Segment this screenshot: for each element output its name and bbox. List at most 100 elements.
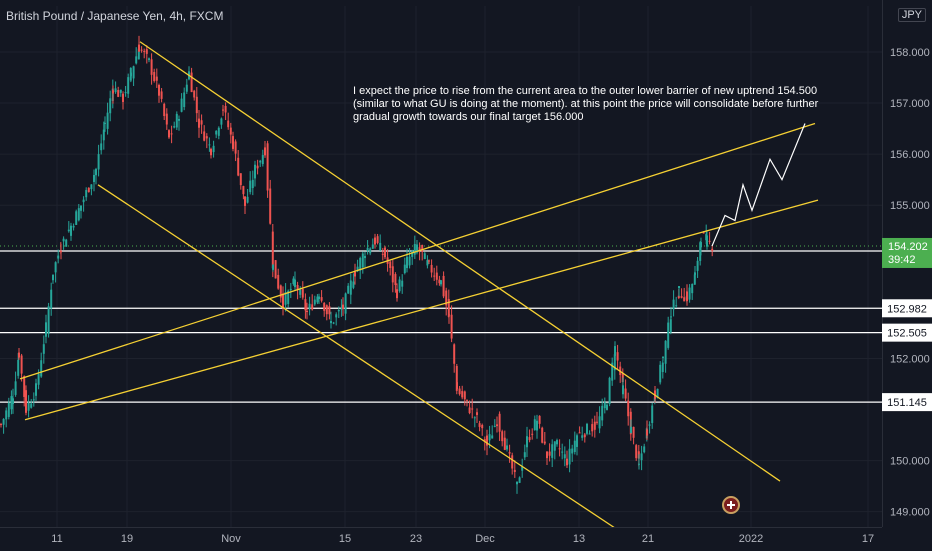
candle-body	[287, 290, 290, 305]
candle-body	[398, 279, 401, 292]
candle-body	[195, 96, 198, 114]
candle-body	[453, 344, 456, 364]
candle-body	[40, 360, 43, 377]
candle-body	[344, 293, 347, 314]
candle-body	[62, 238, 65, 242]
candle-body	[603, 402, 606, 409]
candle-body	[411, 250, 414, 257]
candle-body	[508, 452, 511, 454]
candle-body	[100, 143, 103, 151]
candle-body	[583, 434, 586, 438]
candle-body	[210, 148, 212, 156]
candle-body	[254, 164, 256, 179]
candle-body	[45, 322, 47, 337]
horizontal-levels	[0, 245, 882, 403]
candle-body	[613, 354, 616, 371]
candle-body	[70, 225, 72, 236]
upper-channel-bottom-line	[24, 199, 819, 421]
candle-body	[418, 247, 421, 251]
candle-body	[553, 441, 556, 451]
upper-channel-top-line	[19, 122, 816, 380]
candle-body	[42, 344, 45, 354]
candle-body	[163, 103, 166, 117]
candle-body	[430, 264, 433, 273]
candle-body	[313, 299, 316, 305]
candle-body	[311, 304, 314, 310]
candle-body	[80, 205, 82, 211]
candle-body	[20, 355, 23, 374]
candle-body	[503, 437, 506, 450]
time-axis[interactable]	[0, 527, 882, 551]
candle-body	[556, 440, 558, 445]
candle-body	[501, 431, 504, 442]
candle-body	[426, 260, 429, 266]
candle-body	[249, 180, 252, 193]
candle-body	[203, 131, 206, 141]
candle-body	[543, 441, 546, 444]
candle-body	[391, 266, 394, 283]
candle-body	[190, 72, 193, 93]
candle-body	[672, 299, 675, 310]
candle-body	[461, 391, 464, 398]
candle-body	[379, 242, 382, 251]
candle-body	[104, 122, 106, 124]
candle-body	[205, 136, 208, 139]
candle-body	[568, 448, 571, 465]
candle-body	[531, 433, 534, 435]
candle-body	[630, 426, 632, 434]
candle-body	[640, 453, 643, 461]
candle-body	[518, 477, 521, 483]
candle-body	[678, 286, 680, 289]
candle-body	[173, 126, 176, 128]
chart-title: British Pound / Japanese Yen, 4h, FXCM	[6, 9, 224, 23]
candle-body	[30, 403, 33, 408]
candle-body	[325, 305, 328, 315]
candle-body	[478, 423, 481, 427]
candle-body	[220, 118, 223, 125]
candle-body	[541, 427, 544, 443]
candle-body	[438, 279, 441, 284]
candle-body	[90, 184, 93, 190]
candle-body	[284, 292, 287, 305]
projection-path	[711, 123, 806, 247]
candle-body	[456, 382, 458, 389]
candle-body	[193, 90, 196, 98]
candle-body	[706, 235, 708, 247]
candle-body	[237, 157, 240, 176]
candle-body	[127, 77, 130, 94]
candle-body	[112, 90, 114, 94]
candle-body	[428, 260, 430, 262]
candle-body	[222, 109, 224, 111]
candle-body	[394, 274, 397, 286]
candle-body	[342, 304, 344, 309]
candle-body	[54, 262, 57, 273]
candle-body	[586, 423, 588, 434]
candle-body	[403, 264, 406, 274]
candle-body	[155, 76, 158, 81]
candle-body	[523, 452, 526, 458]
price-axis[interactable]	[882, 0, 932, 527]
candle-body	[408, 256, 411, 266]
candle-body	[274, 260, 277, 279]
candle-body	[266, 143, 269, 191]
down-channel-bottom-line	[97, 184, 650, 550]
candle-body	[138, 44, 140, 52]
candle-body	[563, 454, 566, 459]
candle-body	[638, 463, 640, 465]
candle-body	[611, 362, 614, 381]
candle-body	[481, 425, 484, 429]
candle-body	[85, 190, 88, 198]
candle-body	[578, 432, 581, 434]
candle-body	[35, 383, 37, 396]
candle-body	[299, 289, 302, 295]
candle-body	[476, 412, 478, 415]
candle-body	[109, 98, 112, 114]
candle-body	[165, 113, 168, 125]
candle-body	[349, 280, 352, 295]
candle-body	[75, 211, 78, 225]
candle-body	[23, 376, 26, 397]
currency-label[interactable]: JPY	[888, 7, 926, 23]
candle-body	[145, 49, 148, 54]
candle-body	[686, 291, 688, 302]
